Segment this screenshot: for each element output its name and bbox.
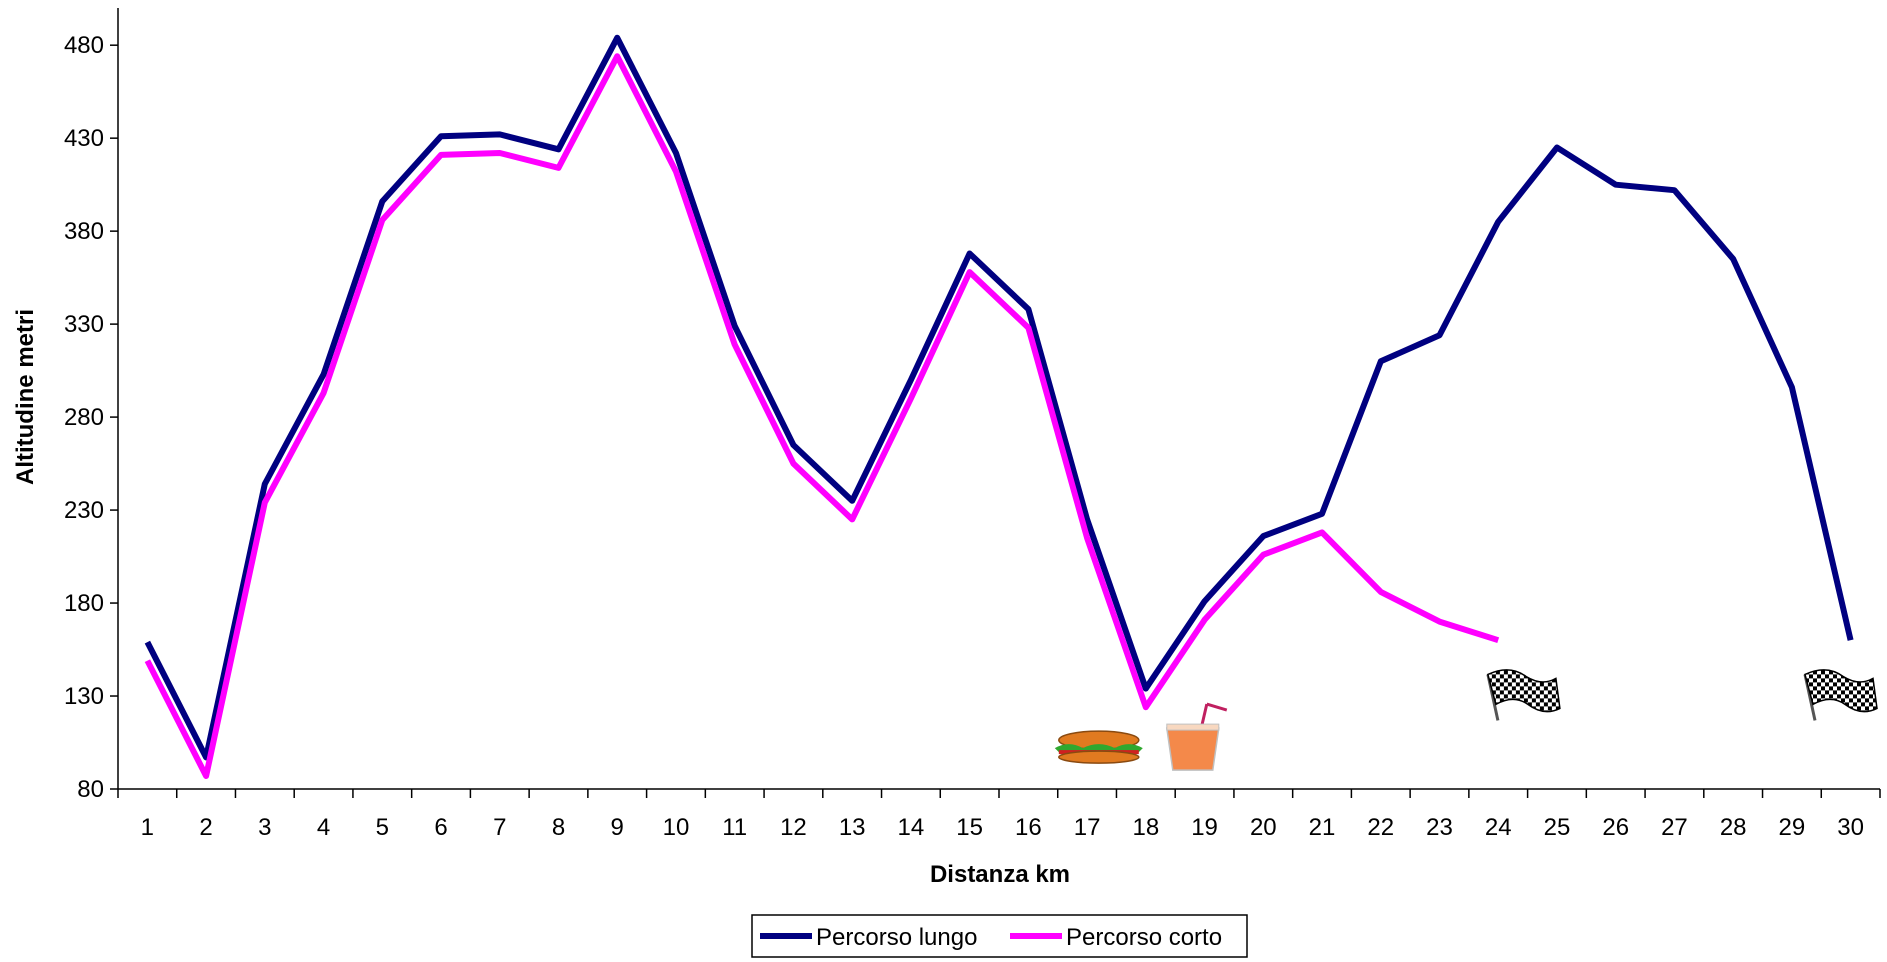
cup-body [1165,727,1220,771]
x-tick-label: 26 [1602,814,1629,841]
x-axis-title: Distanza km [930,861,1070,888]
legend-box [751,914,1248,958]
y-tick-label: 230 [64,497,104,524]
straw-bend [1206,702,1228,712]
legend-label-percorso-corto: Percorso corto [1066,924,1222,951]
x-tick-label: 29 [1779,814,1806,841]
checkered-flag-icon [1486,669,1561,721]
cup-rim [1166,723,1220,731]
legend-label-percorso-lungo: Percorso lungo [816,924,977,951]
x-tick-label: 17 [1074,814,1101,841]
sandwich-bottom-bread [1058,750,1140,764]
x-tick-label: 15 [956,814,983,841]
y-tick-label: 430 [64,125,104,152]
x-tick-label: 4 [317,814,330,841]
x-tick-label: 28 [1720,814,1747,841]
x-axis-ticks: 1 2 3 4 5 6 7 8 9 10 11 12 13 14 15 16 17 18 19 20 21 22 23 24 2… [117,789,1881,841]
y-tick-label: 380 [64,218,104,245]
x-tick-label: 6 [434,814,447,841]
x-tick-label: 27 [1661,814,1688,841]
series-line-percorso-lungo [144,34,1854,761]
x-tick-label: 23 [1426,814,1453,841]
x-tick-label: 14 [898,814,925,841]
y-tick-label: 280 [64,404,104,431]
x-tick-label: 19 [1191,814,1218,841]
x-tick-label: 13 [839,814,866,841]
x-tick-label: 30 [1837,814,1864,841]
axes [117,8,1880,790]
y-tick-label: 130 [64,683,104,710]
x-tick-label: 7 [493,814,506,841]
x-tick-label: 22 [1367,814,1394,841]
x-tick-label: 10 [663,814,690,841]
series-layer [144,34,1854,779]
y-tick-label: 480 [64,32,104,59]
drink-cup-icon [1165,702,1228,771]
sandwich-icon [1054,730,1143,764]
y-axis-ticks: 80 130 180 230 280 330 380 430 480 [64,32,118,803]
x-tick-label: 2 [199,814,212,841]
y-tick-label: 80 [77,776,104,803]
legend: Percorso lungo Percorso corto [751,914,1248,958]
x-tick-label: 21 [1309,814,1336,841]
y-tick-label: 180 [64,590,104,617]
x-tick-label: 5 [376,814,389,841]
y-tick-label: 330 [64,311,104,338]
x-tick-label: 25 [1544,814,1571,841]
x-tick-label: 18 [1132,814,1159,841]
x-tick-label: 16 [1015,814,1042,841]
x-tick-label: 9 [611,814,624,841]
flag-cloth [1804,669,1878,713]
x-tick-label: 3 [258,814,271,841]
y-axis-title: Altitudine metri [12,309,39,485]
x-tick-label: 1 [141,814,154,841]
x-tick-label: 11 [722,814,747,841]
annotation-icons [1054,669,1878,771]
x-tick-label: 24 [1485,814,1512,841]
x-tick-label: 8 [552,814,565,841]
x-tick-label: 20 [1250,814,1277,841]
flag-cloth [1487,669,1561,713]
checkered-flag-icon [1803,669,1878,721]
x-tick-label: 12 [780,814,807,841]
series-line-percorso-corto [144,53,1500,779]
